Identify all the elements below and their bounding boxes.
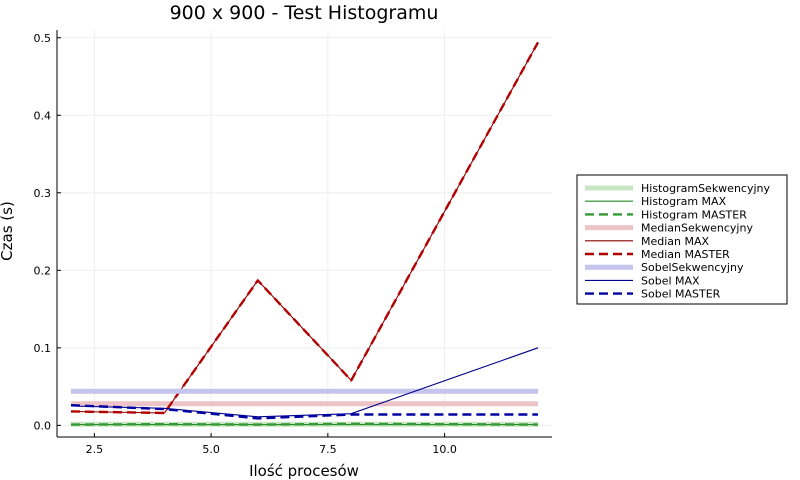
- series-line-sobel-master: [70, 404, 538, 420]
- chart-title: 900 x 900 - Test Histogramu: [170, 2, 439, 24]
- y-axis-label: Czas (s): [0, 201, 16, 261]
- legend-entry-4: Median MAX: [641, 235, 710, 248]
- series-line-median-max: [70, 42, 539, 414]
- series-line-median-master: [70, 41, 540, 415]
- x-tick-label-0: 2.5: [86, 443, 104, 456]
- legend-entry-5: Median MASTER: [641, 248, 730, 261]
- legend-entry-8: Sobel MASTER: [641, 288, 721, 301]
- y-tick-label-3: 0.3: [34, 187, 52, 200]
- y-tick-label-5: 0.5: [34, 32, 52, 45]
- grid: [57, 30, 552, 437]
- legend-entry-3: MedianSekwencyjny: [641, 222, 753, 235]
- series-layer: [70, 41, 540, 427]
- y-tick-label-1: 0.1: [34, 342, 52, 355]
- legend-entry-1: Histogram MAX: [641, 195, 727, 208]
- series-line-histogram-master: [70, 422, 539, 426]
- legend-entry-2: Histogram MASTER: [641, 208, 747, 221]
- legend-entry-0: HistogramSekwencyjny: [641, 182, 771, 195]
- x-tick-label-2: 7.5: [319, 443, 337, 456]
- legend-box: [576, 174, 788, 305]
- y-tick-label-0: 0.0: [34, 419, 52, 432]
- ticks: 2.5 5.0 7.5 10.0 0.0 0.1 0.2 0.3 0.4 0.5: [34, 32, 457, 456]
- axes: [56, 30, 552, 438]
- x-tick-label-3: 10.0: [432, 443, 457, 456]
- y-tick-label-4: 0.4: [34, 109, 52, 122]
- y-tick-label-2: 0.2: [34, 264, 52, 277]
- legend-entry-6: SobelSekwencyjny: [641, 261, 744, 274]
- series-line-sobel-max: [70, 347, 539, 418]
- legend-entry-7: Sobel MAX: [641, 274, 700, 287]
- x-axis-label: Ilość procesów: [249, 462, 359, 480]
- x-tick-label-1: 5.0: [202, 443, 220, 456]
